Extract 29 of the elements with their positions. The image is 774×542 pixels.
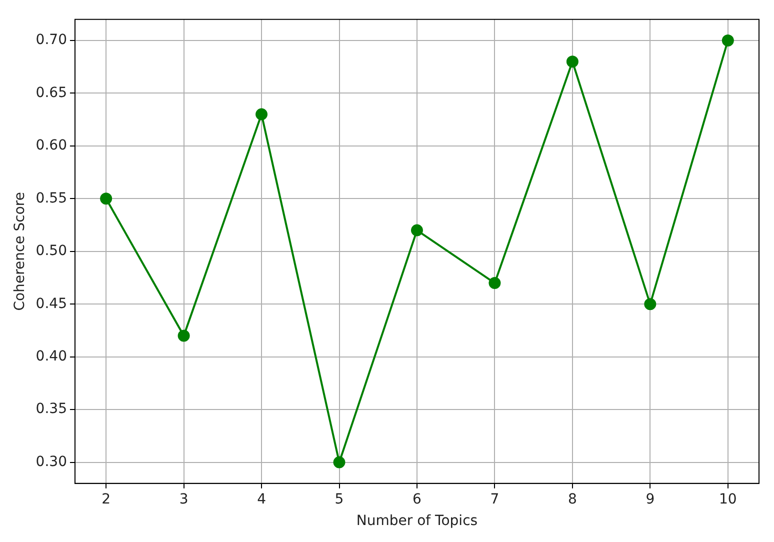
- x-tick-label: 5: [334, 491, 344, 508]
- y-tick-label: 0.45: [36, 296, 67, 312]
- point: [333, 456, 346, 468]
- point: [722, 34, 734, 46]
- x-axis-title: Number of Topics: [356, 513, 478, 530]
- y-tick-label: 0.40: [36, 348, 67, 364]
- point: [488, 277, 501, 290]
- point: [256, 108, 268, 120]
- point: [566, 56, 578, 68]
- x-tick-label: 8: [568, 491, 577, 508]
- y-tick-label: 0.65: [36, 84, 67, 101]
- point: [178, 330, 190, 342]
- x-tick-label: 10: [718, 491, 737, 508]
- y-tick-label: 0.35: [36, 401, 67, 418]
- x-tick-label: 7: [490, 491, 500, 508]
- x-tick-label: 4: [257, 491, 266, 508]
- y-tick-label: 0.55: [36, 190, 67, 206]
- point: [100, 192, 112, 205]
- y-tick-label: 0.50: [36, 243, 67, 260]
- x-tick-label: 9: [646, 491, 655, 508]
- x-tick-label: 2: [102, 491, 111, 508]
- y-axis-title: Coherence Score: [12, 192, 28, 311]
- y-tick-label: 0.70: [36, 32, 67, 48]
- point: [410, 224, 423, 236]
- y-tick-label: 0.60: [36, 138, 67, 154]
- point: [644, 298, 656, 310]
- x-tick-label: 6: [412, 491, 422, 508]
- x-tick-label: 3: [179, 491, 188, 508]
- y-tick-label: 0.30: [36, 454, 67, 470]
